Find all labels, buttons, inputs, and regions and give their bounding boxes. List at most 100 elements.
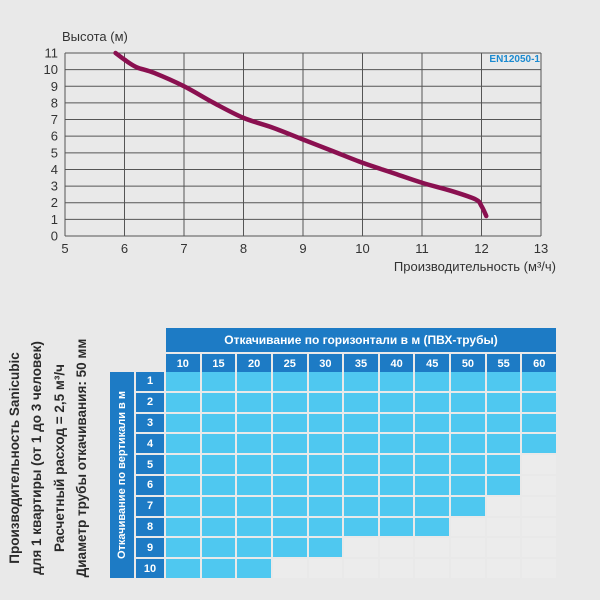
grid-cell-allowed <box>415 496 450 516</box>
note-flow: Расчетный расход = 2,5 м³/ч <box>51 364 67 552</box>
y-tick-label: 11 <box>45 46 59 61</box>
grid-cell-allowed <box>166 559 200 578</box>
column-header: 50 <box>451 354 485 374</box>
grid-cell-not-allowed <box>379 559 414 578</box>
grid-cell-allowed <box>308 517 343 537</box>
grid-cell-allowed <box>379 496 414 516</box>
grid-cell-allowed <box>486 475 521 495</box>
grid-cell-allowed <box>344 475 378 495</box>
grid-cell-allowed <box>272 434 307 454</box>
grid-cell-allowed <box>166 475 200 495</box>
grid-cell-allowed <box>237 559 271 578</box>
grid-cell-allowed <box>272 392 307 412</box>
row-header: 9 <box>136 538 164 558</box>
column-header: 15 <box>201 354 236 374</box>
note-product: Производительность Sanicubic <box>7 352 22 564</box>
row-header: 4 <box>136 434 164 454</box>
vertical-title: Откачивание по вертикали в м <box>116 390 128 560</box>
x-tick-label: 11 <box>415 241 429 256</box>
grid-cell-allowed <box>237 475 271 495</box>
column-header: 55 <box>486 354 521 374</box>
grid-cell-allowed <box>379 372 414 391</box>
row-header: 7 <box>136 496 164 516</box>
grid-cell-allowed <box>166 517 200 537</box>
grid-cell-not-allowed <box>451 517 485 537</box>
grid-cell-allowed <box>166 392 200 412</box>
grid-cell-allowed <box>451 413 485 433</box>
grid-cell-allowed <box>166 455 200 474</box>
grid-cell-allowed <box>379 455 414 474</box>
grid-cell-allowed <box>308 392 343 412</box>
x-tick-label: 9 <box>299 241 306 256</box>
horizontal-header: Откачивание по горизонтали в м (ПВХ-труб… <box>166 328 557 580</box>
grid-cell-allowed <box>486 413 521 433</box>
grid-cell-allowed <box>486 434 521 454</box>
grid-cell-allowed <box>166 434 200 454</box>
grid-cell-allowed <box>237 538 271 558</box>
y-tick-label: 4 <box>51 162 58 177</box>
x-tick-label: 7 <box>180 241 187 256</box>
grid-cell-not-allowed <box>344 559 378 578</box>
y-tick-label: 7 <box>51 112 58 127</box>
x-tick-label: 13 <box>534 241 548 256</box>
product-notes: Производительность Sanicubic для 1 кварт… <box>5 326 91 590</box>
grid-cell-not-allowed <box>344 538 378 558</box>
grid-cell-allowed <box>415 475 450 495</box>
grid-cell-allowed <box>415 392 450 412</box>
x-tick-label: 12 <box>474 241 488 256</box>
grid-cell-allowed <box>237 413 271 433</box>
grid-cell-allowed <box>522 434 556 454</box>
grid-cell-allowed <box>272 413 307 433</box>
grid-cell-allowed <box>201 455 236 474</box>
column-header: 45 <box>415 354 450 374</box>
column-header: 40 <box>379 354 414 374</box>
grid-cell-allowed <box>308 475 343 495</box>
y-tick-label: 10 <box>44 62 58 77</box>
grid-cell-allowed <box>451 434 485 454</box>
grid-cell-not-allowed <box>415 559 450 578</box>
grid-cell-allowed <box>486 455 521 474</box>
grid-cell-allowed <box>415 413 450 433</box>
grid-cell-not-allowed <box>451 559 485 578</box>
y-tick-label: 6 <box>51 129 58 144</box>
x-tick-label: 8 <box>240 241 247 256</box>
standard-badge: EN12050-1 <box>489 54 540 65</box>
grid-cell-allowed <box>166 538 200 558</box>
grid-cell-allowed <box>451 496 485 516</box>
grid-cell-not-allowed <box>415 538 450 558</box>
x-axis-label: Производительность (м³/ч) <box>394 259 556 274</box>
grid-cell-allowed <box>237 434 271 454</box>
y-tick-label: 3 <box>51 179 58 194</box>
grid-cell-not-allowed <box>522 455 556 474</box>
grid-cell-allowed <box>379 434 414 454</box>
grid-cell-not-allowed <box>522 538 556 558</box>
grid-cell-allowed <box>415 372 450 391</box>
y-tick-label: 8 <box>51 95 58 110</box>
y-axis-label: Высота (м) <box>62 29 128 44</box>
grid-cell-allowed <box>486 392 521 412</box>
column-headers: 10 15 20 25 30 35 40 45 50 55 60 <box>166 354 557 374</box>
grid-cell-allowed <box>308 455 343 474</box>
grid-cell-allowed <box>308 372 343 391</box>
grid-cell-allowed <box>201 538 236 558</box>
grid-cell-allowed <box>166 413 200 433</box>
grid-cell-allowed <box>451 475 485 495</box>
grid-cell-not-allowed <box>379 538 414 558</box>
grid-cell-not-allowed <box>522 475 556 495</box>
row-header: 1 <box>136 372 164 391</box>
grid-cell-allowed <box>344 392 378 412</box>
grid-cell-allowed <box>272 538 307 558</box>
grid-cell-allowed <box>201 372 236 391</box>
grid-cell-allowed <box>379 392 414 412</box>
grid-cell-allowed <box>201 517 236 537</box>
grid-cell-allowed <box>237 392 271 412</box>
grid-cell-not-allowed <box>486 538 521 558</box>
row-header: 8 <box>136 517 164 537</box>
grid-cell-allowed <box>272 496 307 516</box>
grid-cell-allowed <box>344 517 378 537</box>
grid-cell-allowed <box>201 392 236 412</box>
grid-cell-allowed <box>344 434 378 454</box>
grid-cell-allowed <box>344 372 378 391</box>
grid-cell-allowed <box>308 413 343 433</box>
